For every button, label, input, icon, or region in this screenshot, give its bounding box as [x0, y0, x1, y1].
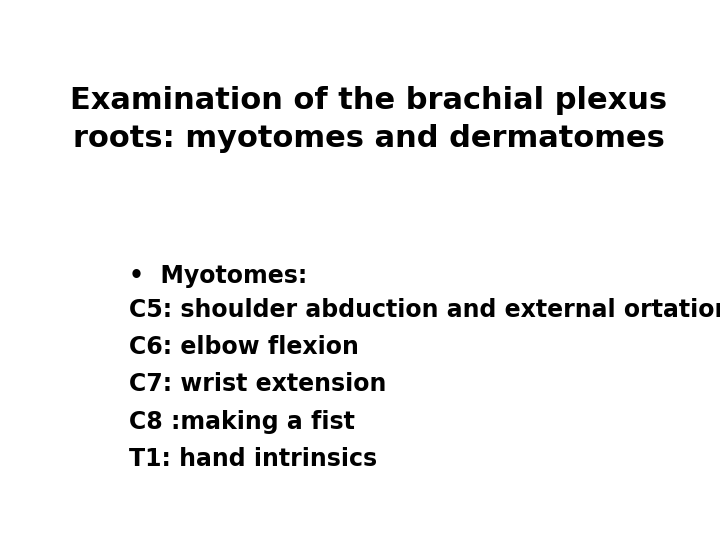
Text: Examination of the brachial plexus
roots: myotomes and dermatomes: Examination of the brachial plexus roots…: [71, 85, 667, 153]
Text: C7: wrist extension: C7: wrist extension: [129, 373, 387, 396]
Text: •  Myotomes:: • Myotomes:: [129, 265, 307, 288]
Text: T1: hand intrinsics: T1: hand intrinsics: [129, 447, 377, 471]
Text: C5: shoulder abduction and external ortation: C5: shoulder abduction and external orta…: [129, 298, 720, 322]
Text: C8 :making a fist: C8 :making a fist: [129, 410, 355, 434]
Text: C6: elbow flexion: C6: elbow flexion: [129, 335, 359, 359]
